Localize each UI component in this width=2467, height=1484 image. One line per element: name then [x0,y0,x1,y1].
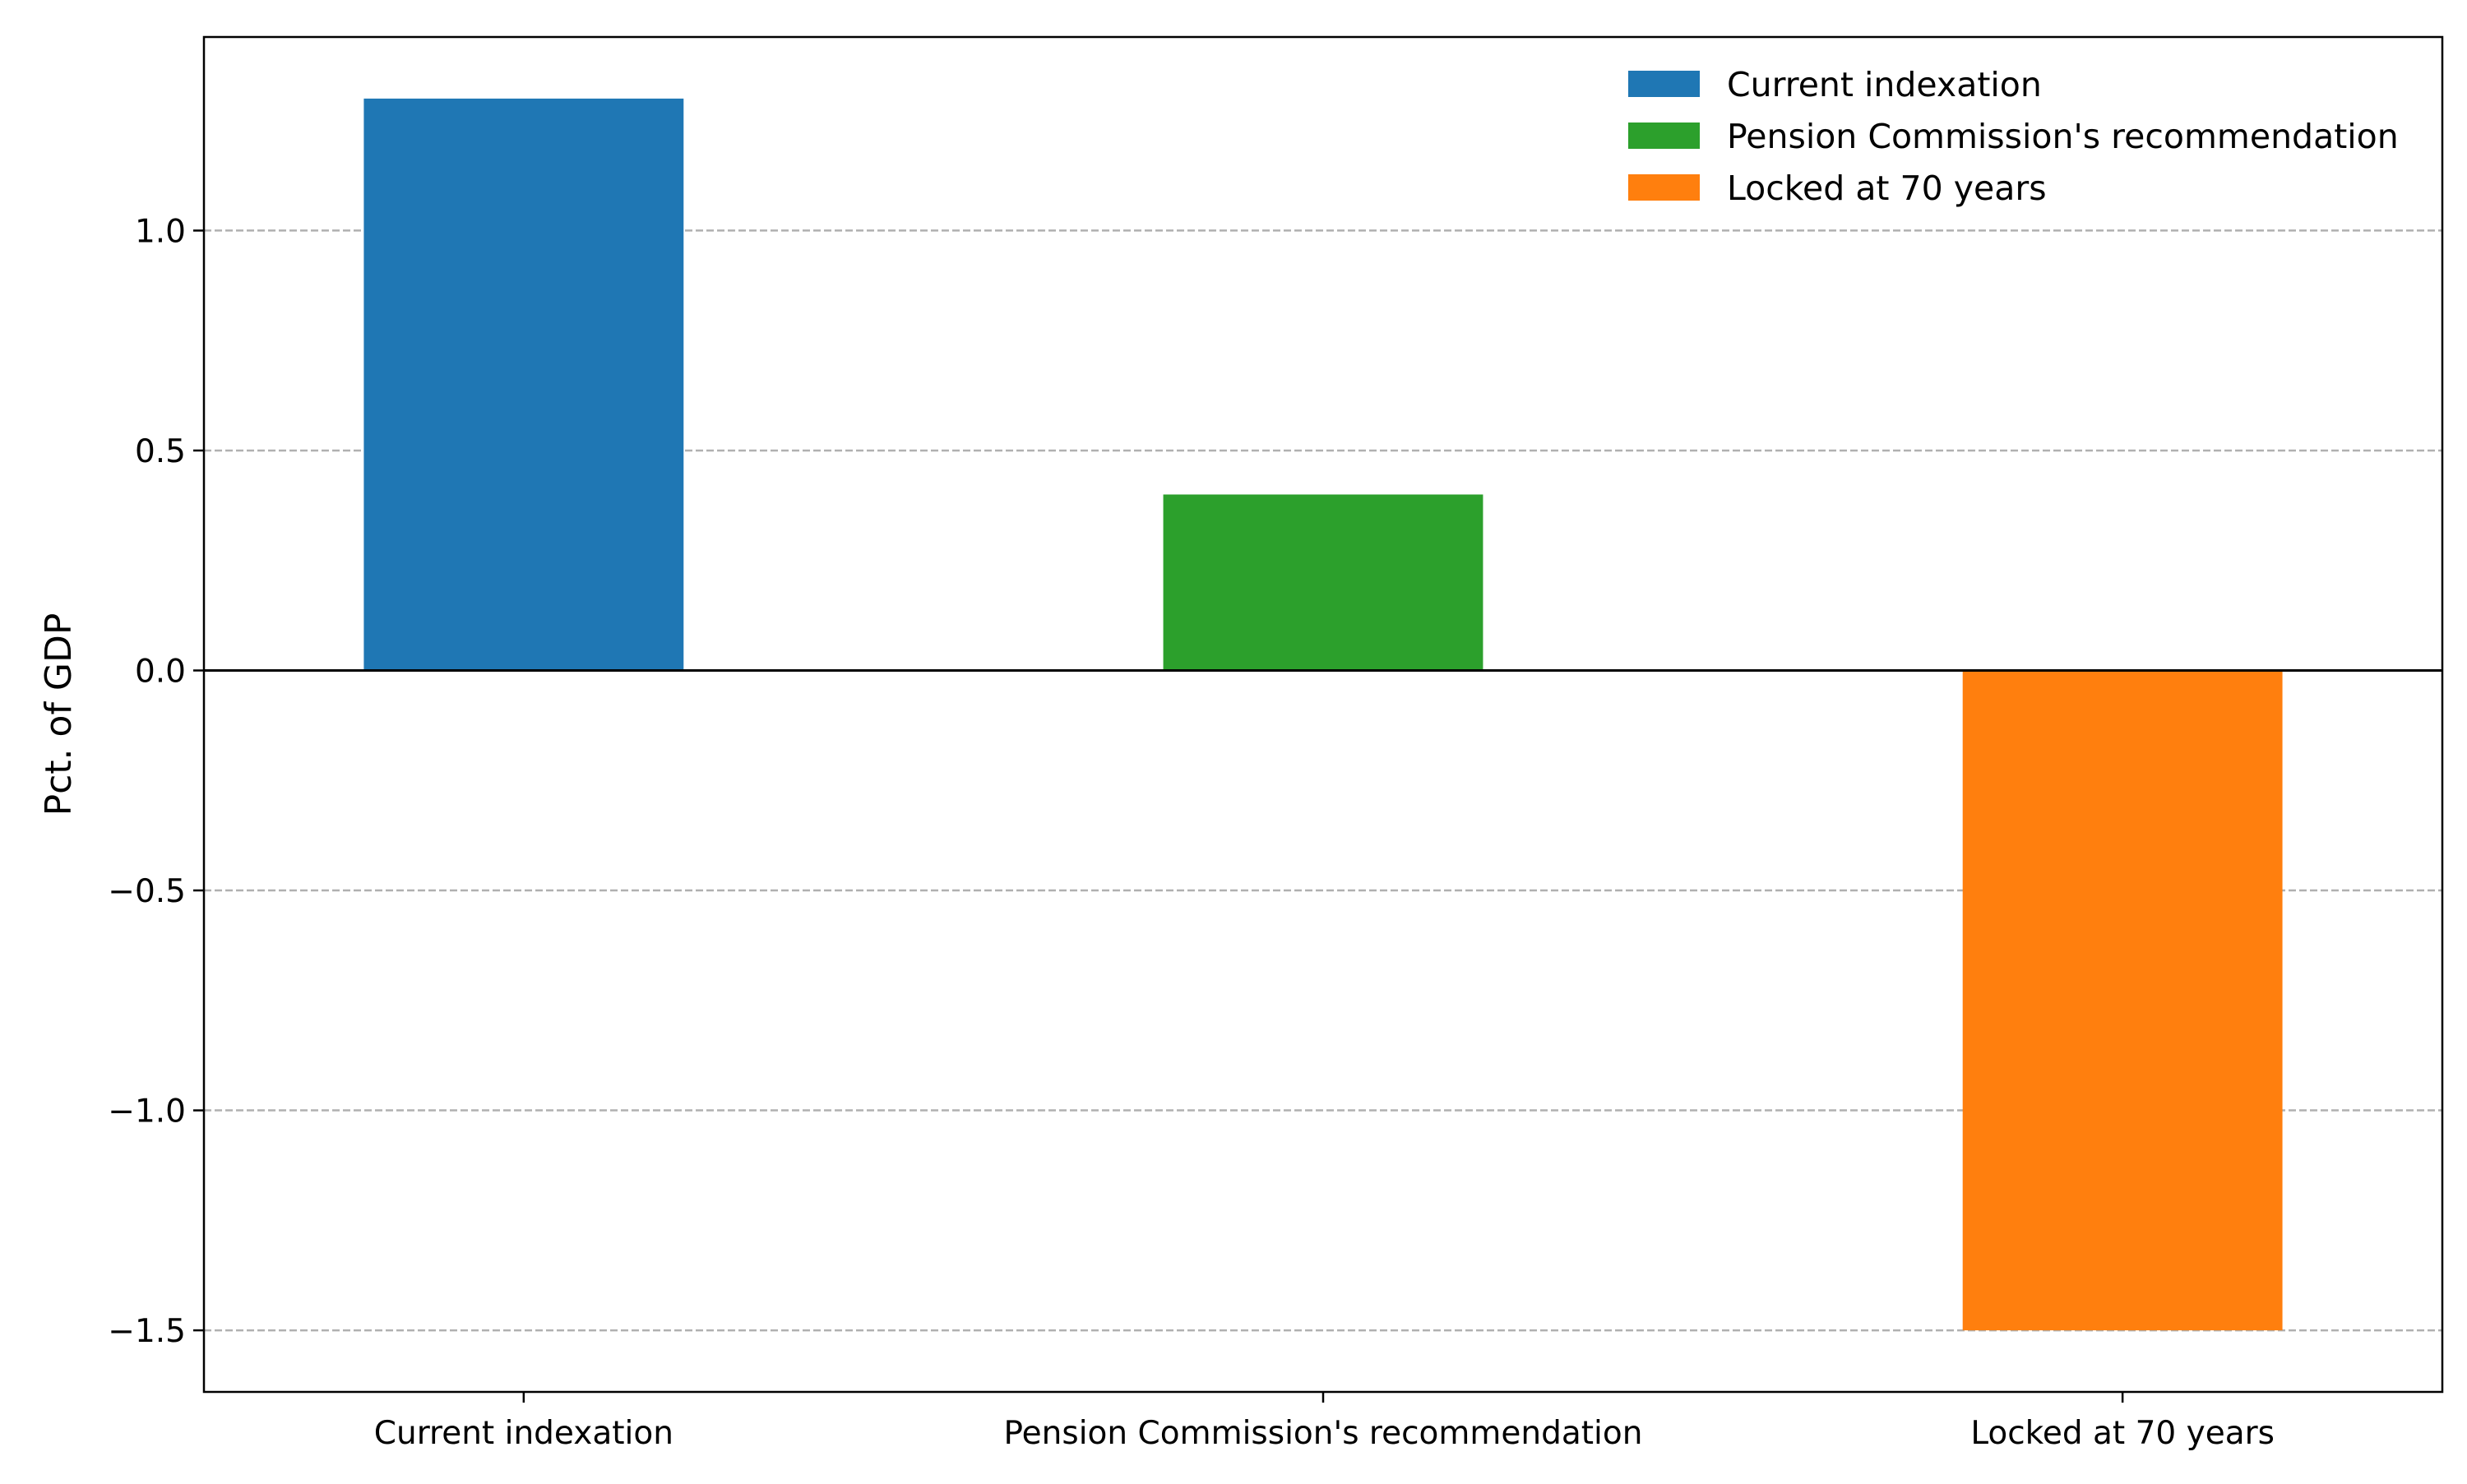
x-tick-label: Pension Commission's recommendation [1004,1415,1643,1452]
legend-swatch [1628,174,1700,201]
y-tick-label: −1.5 [108,1313,186,1350]
y-tick-label: 0.0 [135,653,186,690]
bar [363,98,684,671]
legend-label: Current indexation [1727,65,2042,104]
x-axis: Current indexation Pension Commission's r… [374,1392,2275,1452]
legend-label: Pension Commission's recommendation [1727,117,2399,156]
y-tick-label: 1.0 [135,213,186,250]
x-tick-label: Current indexation [374,1415,673,1452]
legend-label: Locked at 70 years [1727,169,2047,208]
legend-swatch [1628,123,1700,149]
legend: Current indexation Pension Commission's r… [1628,65,2399,208]
bar [1962,670,2283,1331]
y-axis: 1.0 0.5 0.0 −0.5 −1.0 −1.5 [108,213,204,1350]
y-axis-label: Pct. of GDP [38,613,80,816]
y-tick-label: −0.5 [108,873,186,910]
bar [1163,494,1483,671]
y-tick-label: 0.5 [135,433,186,470]
x-tick-label: Locked at 70 years [1970,1415,2275,1452]
legend-swatch [1628,71,1700,97]
bar-layer [363,98,2283,1331]
y-tick-label: −1.0 [108,1093,186,1130]
